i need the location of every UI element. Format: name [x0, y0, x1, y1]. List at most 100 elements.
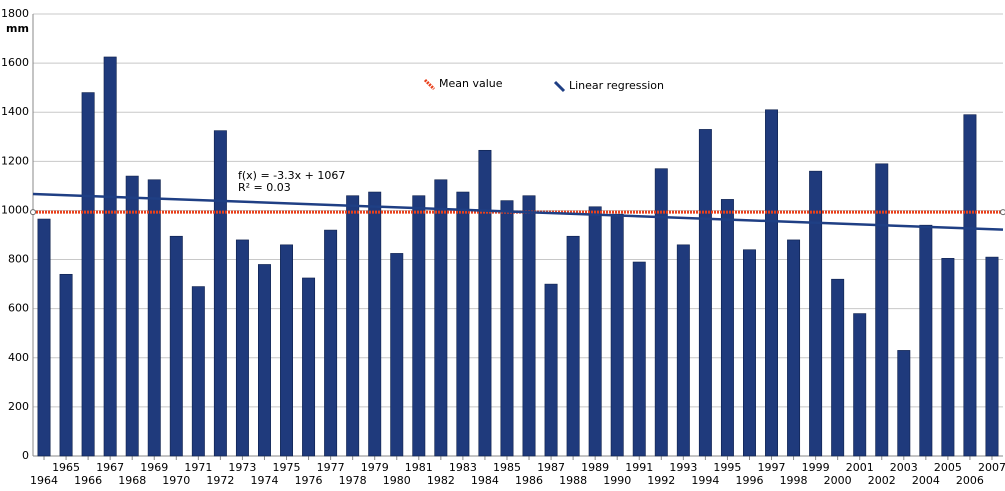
bar — [280, 245, 292, 456]
x-tick-label: 1984 — [471, 474, 499, 487]
x-tick-label: 1995 — [713, 461, 741, 474]
bar — [60, 274, 72, 456]
x-tick-label: 1975 — [273, 461, 301, 474]
x-tick-label: 1981 — [405, 461, 433, 474]
mean-end — [31, 210, 36, 215]
x-tick-label: 1964 — [30, 474, 58, 487]
x-tick-label: 1969 — [140, 461, 168, 474]
x-tick-label: 1972 — [206, 474, 234, 487]
x-tick-label: 2003 — [890, 461, 918, 474]
x-tick-label: 1987 — [537, 461, 565, 474]
bar — [457, 192, 469, 456]
bar — [302, 278, 314, 456]
bar — [369, 192, 381, 456]
x-tick-label: 1974 — [250, 474, 278, 487]
y-tick-label: 600 — [8, 302, 29, 315]
x-tick-label: 1993 — [669, 461, 697, 474]
x-tick-label: 1999 — [802, 461, 830, 474]
legend-label: Mean value — [439, 77, 503, 90]
bar — [787, 240, 799, 456]
x-tick-label: 1970 — [162, 474, 190, 487]
bar — [170, 236, 182, 456]
bar — [942, 258, 954, 456]
y-tick-label: 800 — [8, 253, 29, 266]
bar — [214, 131, 226, 456]
y-unit: mm — [6, 22, 29, 35]
bar — [809, 171, 821, 456]
y-tick-label: 0 — [22, 449, 29, 462]
x-tick-label: 1976 — [295, 474, 323, 487]
x-tick-label: 1968 — [118, 474, 146, 487]
x-tick-label: 2001 — [846, 461, 874, 474]
bar — [831, 279, 843, 456]
y-tick-label: 1000 — [1, 203, 29, 216]
bar — [920, 225, 932, 456]
bar — [148, 180, 160, 456]
bar — [567, 236, 579, 456]
bar — [391, 253, 403, 456]
bar — [523, 196, 535, 456]
bar — [721, 199, 733, 456]
bar — [611, 214, 623, 456]
x-tick-label: 1979 — [361, 461, 389, 474]
x-tick-label: 1980 — [383, 474, 411, 487]
x-tick-label: 2007 — [978, 461, 1005, 474]
x-tick-label: 1966 — [74, 474, 102, 487]
bar — [545, 284, 557, 456]
x-tick-label: 1965 — [52, 461, 80, 474]
bar — [346, 196, 358, 456]
bar — [479, 150, 491, 456]
x-tick-label: 1977 — [317, 461, 345, 474]
x-tick-label: 1973 — [228, 461, 256, 474]
bar — [898, 350, 910, 456]
bar — [501, 201, 513, 456]
x-tick-label: 2005 — [934, 461, 962, 474]
bar — [82, 93, 94, 456]
x-tick-label: 1991 — [625, 461, 653, 474]
bar — [38, 219, 50, 456]
bar — [435, 180, 447, 456]
bar — [765, 110, 777, 456]
bar — [413, 196, 425, 456]
bar — [854, 314, 866, 456]
x-tick-label: 1996 — [735, 474, 763, 487]
x-tick-label: 2006 — [956, 474, 984, 487]
x-tick-label: 2004 — [912, 474, 940, 487]
x-tick-label: 1994 — [691, 474, 719, 487]
x-tick-label: 1997 — [758, 461, 786, 474]
x-tick-label: 1978 — [339, 474, 367, 487]
y-tick-label: 400 — [8, 351, 29, 364]
x-tick-label: 1988 — [559, 474, 587, 487]
bar — [104, 57, 116, 456]
x-tick-label: 1992 — [647, 474, 675, 487]
x-tick-label: 1971 — [184, 461, 212, 474]
y-tick-label: 1400 — [1, 105, 29, 118]
y-tick-label: 1800 — [1, 7, 29, 20]
x-tick-label: 1990 — [603, 474, 631, 487]
bar — [192, 287, 204, 456]
bar — [126, 176, 138, 456]
bar — [589, 207, 601, 456]
bar — [743, 250, 755, 456]
bar — [324, 230, 336, 456]
bar — [258, 264, 270, 456]
bar — [964, 115, 976, 456]
mean-end — [1001, 210, 1005, 215]
x-tick-label: 2000 — [824, 474, 852, 487]
x-tick-label: 1982 — [427, 474, 455, 487]
x-tick-label: 1989 — [581, 461, 609, 474]
y-tick-label: 200 — [8, 400, 29, 413]
legend-swatch — [425, 80, 434, 89]
bar — [236, 240, 248, 456]
x-tick-label: 1967 — [96, 461, 124, 474]
bar — [876, 164, 888, 456]
bar — [699, 129, 711, 456]
x-tick-label: 1985 — [493, 461, 521, 474]
regression-r2: R² = 0.03 — [238, 181, 291, 194]
y-tick-label: 1200 — [1, 154, 29, 167]
x-tick-label: 1986 — [515, 474, 543, 487]
bar — [633, 262, 645, 456]
x-tick-label: 2002 — [868, 474, 896, 487]
y-tick-label: 1600 — [1, 56, 29, 69]
